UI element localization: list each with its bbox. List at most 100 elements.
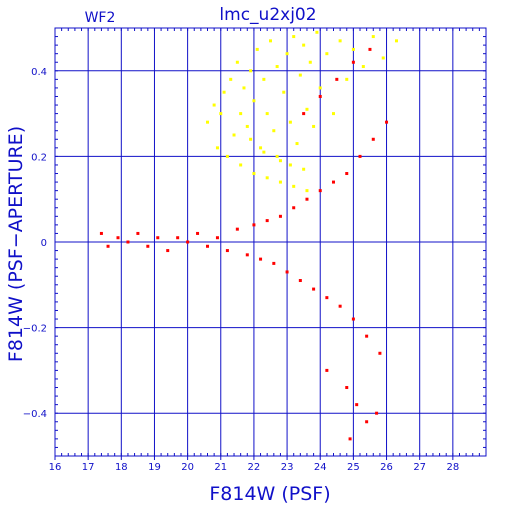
- data-point: [315, 30, 319, 34]
- data-point: [215, 236, 219, 240]
- data-point: [262, 77, 266, 81]
- data-point: [278, 214, 282, 218]
- data-point: [278, 159, 282, 163]
- data-point: [351, 47, 355, 51]
- data-point: [278, 180, 282, 184]
- data-point: [176, 236, 180, 240]
- data-point: [116, 236, 120, 240]
- data-point: [345, 77, 349, 81]
- data-point: [252, 99, 256, 103]
- data-point: [318, 86, 322, 90]
- data-point: [371, 137, 375, 141]
- data-point: [325, 296, 329, 300]
- data-point: [265, 176, 269, 180]
- data-point: [259, 257, 263, 261]
- series-group: [206, 30, 398, 193]
- data-point: [222, 90, 226, 94]
- data-point: [318, 189, 322, 193]
- series-group: [99, 47, 389, 441]
- data-point: [312, 124, 316, 128]
- data-point: [305, 189, 309, 193]
- data-point: [355, 403, 359, 407]
- data-point: [318, 94, 322, 98]
- x-tick-label: 24: [314, 462, 327, 473]
- data-point: [325, 368, 329, 372]
- data-point: [249, 69, 253, 73]
- y-axis-label: F814W (PSF−APERTURE): [5, 126, 27, 362]
- x-tick-label: 16: [49, 462, 62, 473]
- data-point: [259, 146, 263, 150]
- data-point: [99, 231, 103, 235]
- data-point: [252, 223, 256, 227]
- data-point: [288, 120, 292, 124]
- x-tick-label: 25: [347, 462, 360, 473]
- data-point: [292, 184, 296, 188]
- data-point: [295, 142, 299, 146]
- x-tick-label: 21: [214, 462, 227, 473]
- panel-label: WF2: [85, 10, 116, 26]
- data-point: [252, 172, 256, 176]
- data-point: [186, 240, 190, 244]
- data-point: [331, 112, 335, 116]
- data-point: [245, 124, 249, 128]
- data-point: [298, 279, 302, 283]
- data-point: [249, 137, 253, 141]
- data-point: [302, 43, 306, 47]
- data-point: [275, 154, 279, 158]
- data-point: [136, 231, 140, 235]
- data-point: [265, 219, 269, 223]
- data-point: [305, 107, 309, 111]
- data-point: [288, 163, 292, 167]
- data-point: [232, 133, 236, 137]
- data-point: [269, 39, 272, 43]
- data-point: [368, 47, 372, 51]
- data-point: [126, 240, 130, 244]
- data-point: [312, 287, 316, 291]
- data-point: [331, 180, 335, 184]
- data-point: [242, 86, 246, 90]
- y-tick-label: −0.4: [23, 409, 47, 420]
- data-point: [225, 249, 229, 253]
- data-point: [285, 52, 289, 56]
- data-point: [272, 129, 276, 133]
- data-point: [285, 270, 289, 274]
- data-point: [358, 154, 362, 158]
- grid-lines: [55, 28, 486, 456]
- data-point: [302, 167, 306, 171]
- data-point: [325, 52, 329, 56]
- x-tick-label: 26: [380, 462, 393, 473]
- data-point: [206, 120, 210, 124]
- data-point: [375, 411, 379, 415]
- data-point: [292, 206, 296, 210]
- data-point: [378, 351, 382, 355]
- data-point: [262, 150, 266, 154]
- data-point: [215, 146, 219, 150]
- data-point: [225, 154, 229, 158]
- data-point: [345, 172, 349, 176]
- data-point: [394, 39, 398, 43]
- axis-ticks: 16 17 18 19 20 21 22 23 24 25 26 27 28 0.4 0.2 0 −0.2 −0.…: [23, 27, 487, 473]
- data-point: [305, 197, 309, 201]
- data-point: [308, 60, 312, 64]
- data-point: [351, 60, 355, 64]
- data-point: [235, 227, 239, 231]
- data-point: [212, 103, 216, 107]
- data-point: [146, 244, 150, 248]
- x-tick-label: 17: [82, 462, 95, 473]
- data-point: [292, 35, 296, 39]
- data-point: [385, 120, 389, 124]
- data-point: [361, 65, 365, 69]
- data-point: [365, 334, 369, 338]
- data-point: [338, 304, 342, 308]
- data-point: [345, 386, 349, 390]
- data-point: [282, 90, 286, 94]
- x-tick-label: 22: [248, 462, 261, 473]
- data-point: [235, 60, 239, 64]
- data-point: [245, 253, 249, 257]
- x-tick-label: 28: [446, 462, 459, 473]
- data-point: [196, 231, 200, 235]
- x-tick-label: 27: [413, 462, 426, 473]
- data-point: [348, 437, 352, 441]
